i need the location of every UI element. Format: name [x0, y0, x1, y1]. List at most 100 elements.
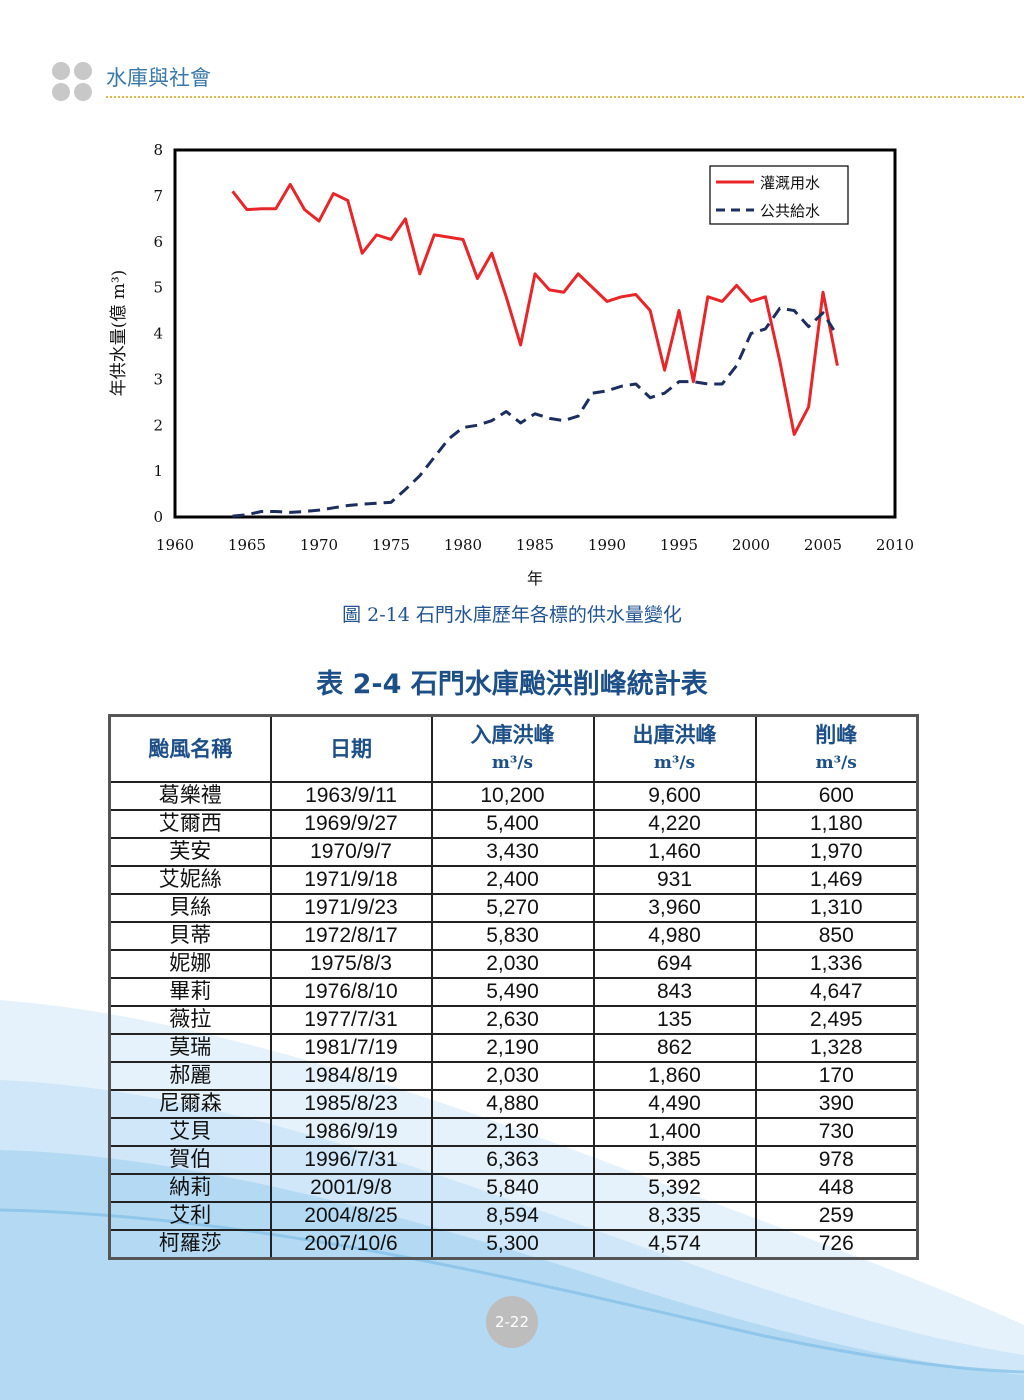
cell-outflow: 694 [592, 949, 757, 979]
cell-date: 1970/9/7 [269, 837, 433, 867]
header-date: 日期 [269, 714, 433, 783]
cell-inflow: 5,490 [430, 977, 595, 1007]
x-axis-label: 年 [527, 569, 543, 588]
cell-date: 1963/9/11 [269, 781, 433, 811]
cell-name: 葛樂禮 [108, 781, 272, 811]
cell-reduction: 448 [754, 1173, 919, 1203]
cell-name: 薇拉 [108, 1005, 272, 1035]
cell-date: 1971/9/18 [269, 865, 433, 895]
cell-reduction: 850 [754, 921, 919, 951]
cell-date: 1986/9/19 [269, 1117, 433, 1147]
y-tick-label: 4 [153, 325, 163, 343]
table-row: 尼爾森 1985/8/23 4,880 4,490 390 [108, 1089, 919, 1119]
x-tick-label: 2010 [876, 536, 914, 554]
x-tick-label: 2000 [732, 536, 770, 554]
cell-reduction: 390 [754, 1089, 919, 1119]
cell-name: 艾利 [108, 1201, 272, 1231]
table-title: 表 2-4 石門水庫颱洪削峰統計表 [316, 669, 708, 700]
cell-inflow: 4,880 [430, 1089, 595, 1119]
table-row: 貝絲 1971/9/23 5,270 3,960 1,310 [108, 893, 919, 923]
cell-reduction: 1,469 [754, 865, 919, 895]
cell-date: 1981/7/19 [269, 1033, 433, 1063]
y-tick-label: 0 [153, 508, 163, 526]
unit-label: m³/s [815, 753, 857, 773]
cell-reduction: 726 [754, 1229, 919, 1260]
page-number-badge: 2-22 [486, 1296, 538, 1348]
cell-outflow: 4,574 [592, 1229, 757, 1260]
cell-name: 妮娜 [108, 949, 272, 979]
cell-name: 畢莉 [108, 977, 272, 1007]
cell-reduction: 1,180 [754, 809, 919, 839]
cell-date: 1975/8/3 [269, 949, 433, 979]
table-row: 芙安 1970/9/7 3,430 1,460 1,970 [108, 837, 919, 867]
legend-box [709, 165, 849, 225]
y-tick-label: 8 [153, 141, 163, 159]
cell-reduction: 1,328 [754, 1033, 919, 1063]
cell-reduction: 4,647 [754, 977, 919, 1007]
cell-outflow: 4,220 [592, 809, 757, 839]
cell-reduction: 978 [754, 1145, 919, 1175]
cell-inflow: 2,130 [430, 1117, 595, 1147]
cell-date: 1969/9/27 [269, 809, 433, 839]
cell-date: 1996/7/31 [269, 1145, 433, 1175]
x-tick-label: 1995 [660, 536, 698, 554]
cell-inflow: 5,270 [430, 893, 595, 923]
cell-outflow: 931 [592, 865, 757, 895]
cell-outflow: 1,460 [592, 837, 757, 867]
cell-date: 1976/8/10 [269, 977, 433, 1007]
cell-inflow: 5,300 [430, 1229, 595, 1260]
cell-inflow: 5,840 [430, 1173, 595, 1203]
cell-name: 貝蒂 [108, 921, 272, 951]
cell-date: 1984/8/19 [269, 1061, 433, 1091]
cell-outflow: 5,385 [592, 1145, 757, 1175]
x-tick-label: 2005 [804, 536, 842, 554]
cell-date: 1971/9/23 [269, 893, 433, 923]
cell-name: 艾爾西 [108, 809, 272, 839]
y-tick-label: 7 [153, 187, 163, 205]
cell-inflow: 2,630 [430, 1005, 595, 1035]
cell-reduction: 259 [754, 1201, 919, 1231]
x-tick-label: 1980 [444, 536, 482, 554]
cell-reduction: 1,310 [754, 893, 919, 923]
cell-outflow: 843 [592, 977, 757, 1007]
table-row: 艾利 2004/8/25 8,594 8,335 259 [108, 1201, 919, 1231]
cell-inflow: 8,594 [430, 1201, 595, 1231]
unit-label: m³/s [653, 753, 696, 773]
cell-inflow: 2,190 [430, 1033, 595, 1063]
figure-caption: 圖 2-14 石門水庫歷年各標的供水量變化 [342, 604, 682, 626]
cell-date: 2007/10/6 [269, 1229, 433, 1260]
cell-outflow: 3,960 [592, 893, 757, 923]
cell-name: 柯羅莎 [108, 1229, 272, 1260]
cell-outflow: 1,860 [592, 1061, 757, 1091]
y-tick-label: 1 [153, 462, 163, 480]
cell-outflow: 862 [592, 1033, 757, 1063]
table-row: 郝麗 1984/8/19 2,030 1,860 170 [108, 1061, 919, 1091]
table-row: 畢莉 1976/8/10 5,490 843 4,647 [108, 977, 919, 1007]
series-line-irrigation [231, 182, 839, 436]
header-peak-reduction: 削峰 m³/s [754, 714, 919, 783]
x-tick-label: 1965 [228, 536, 266, 554]
cell-name: 尼爾森 [108, 1089, 272, 1119]
cell-reduction: 1,336 [754, 949, 919, 979]
table-row: 賀伯 1996/7/31 6,363 5,385 978 [108, 1145, 919, 1175]
cell-reduction: 730 [754, 1117, 919, 1147]
cell-inflow: 3,430 [430, 837, 595, 867]
cell-outflow: 4,980 [592, 921, 757, 951]
cell-inflow: 6,363 [430, 1145, 595, 1175]
table-row: 貝蒂 1972/8/17 5,830 4,980 850 [108, 921, 919, 951]
y-axis-label: 年供水量(億 m³) [109, 270, 129, 397]
section-title: 水庫與社會 [106, 66, 211, 90]
plot-area-frame [173, 148, 897, 519]
cell-date: 1977/7/31 [269, 1005, 433, 1035]
cell-name: 艾貝 [108, 1117, 272, 1147]
x-tick-label: 1960 [156, 536, 194, 554]
cell-outflow: 8,335 [592, 1201, 757, 1231]
water-supply-chart: 1960 1965 1970 1975 1980 1985 1990 1995 2000 2005… [109, 141, 914, 588]
cell-inflow: 2,400 [430, 865, 595, 895]
table-row: 葛樂禮 1963/9/11 10,200 9,600 600 [108, 781, 919, 811]
table-row: 納莉 2001/9/8 5,840 5,392 448 [108, 1173, 919, 1203]
table-row: 莫瑞 1981/7/19 2,190 862 1,328 [108, 1033, 919, 1063]
cell-reduction: 600 [754, 781, 919, 811]
cell-date: 2004/8/25 [269, 1201, 433, 1231]
cell-inflow: 5,830 [430, 921, 595, 951]
